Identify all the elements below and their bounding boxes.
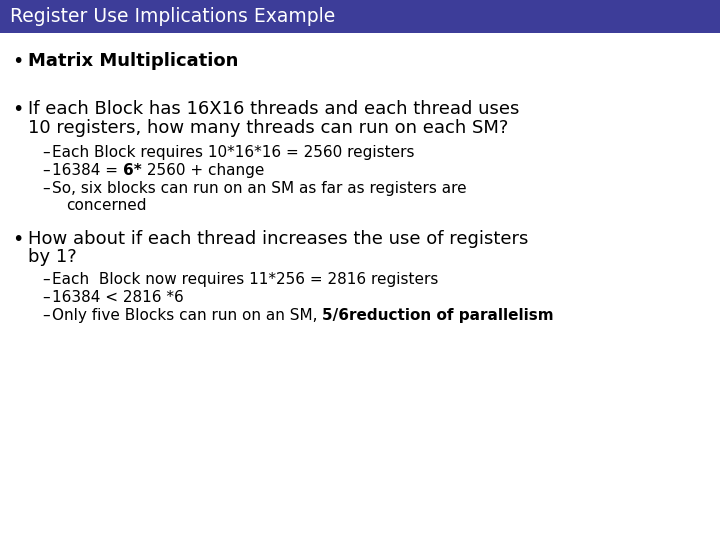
Text: –: –: [42, 181, 50, 196]
Text: 16384 =: 16384 =: [52, 163, 123, 178]
Text: How about if each thread increases the use of registers: How about if each thread increases the u…: [28, 230, 528, 248]
Text: 16384 < 2816 *6: 16384 < 2816 *6: [52, 290, 184, 305]
Text: Only five Blocks can run on an SM,: Only five Blocks can run on an SM,: [52, 308, 323, 323]
Text: Matrix Multiplication: Matrix Multiplication: [28, 52, 238, 70]
Text: concerned: concerned: [66, 198, 146, 213]
Text: 5/6reduction of parallelism: 5/6reduction of parallelism: [323, 308, 554, 323]
Text: 6*: 6*: [123, 163, 142, 178]
FancyBboxPatch shape: [0, 0, 720, 33]
Text: •: •: [12, 230, 23, 249]
Text: So, six blocks can run on an SM as far as registers are: So, six blocks can run on an SM as far a…: [52, 181, 467, 196]
Text: Each  Block now requires 11*256 = 2816 registers: Each Block now requires 11*256 = 2816 re…: [52, 272, 438, 287]
Text: Each Block requires 10*16*16 = 2560 registers: Each Block requires 10*16*16 = 2560 regi…: [52, 145, 415, 160]
Text: Register Use Implications Example: Register Use Implications Example: [10, 6, 336, 25]
Text: –: –: [42, 308, 50, 323]
Text: –: –: [42, 272, 50, 287]
Text: If each Block has 16X16 threads and each thread uses: If each Block has 16X16 threads and each…: [28, 100, 519, 118]
Text: –: –: [42, 290, 50, 305]
Text: –: –: [42, 163, 50, 178]
Text: –: –: [42, 145, 50, 160]
Text: •: •: [12, 52, 23, 71]
Text: by 1?: by 1?: [28, 248, 77, 266]
Text: •: •: [12, 100, 23, 119]
Text: 10 registers, how many threads can run on each SM?: 10 registers, how many threads can run o…: [28, 119, 508, 137]
Text: 2560 + change: 2560 + change: [142, 163, 264, 178]
